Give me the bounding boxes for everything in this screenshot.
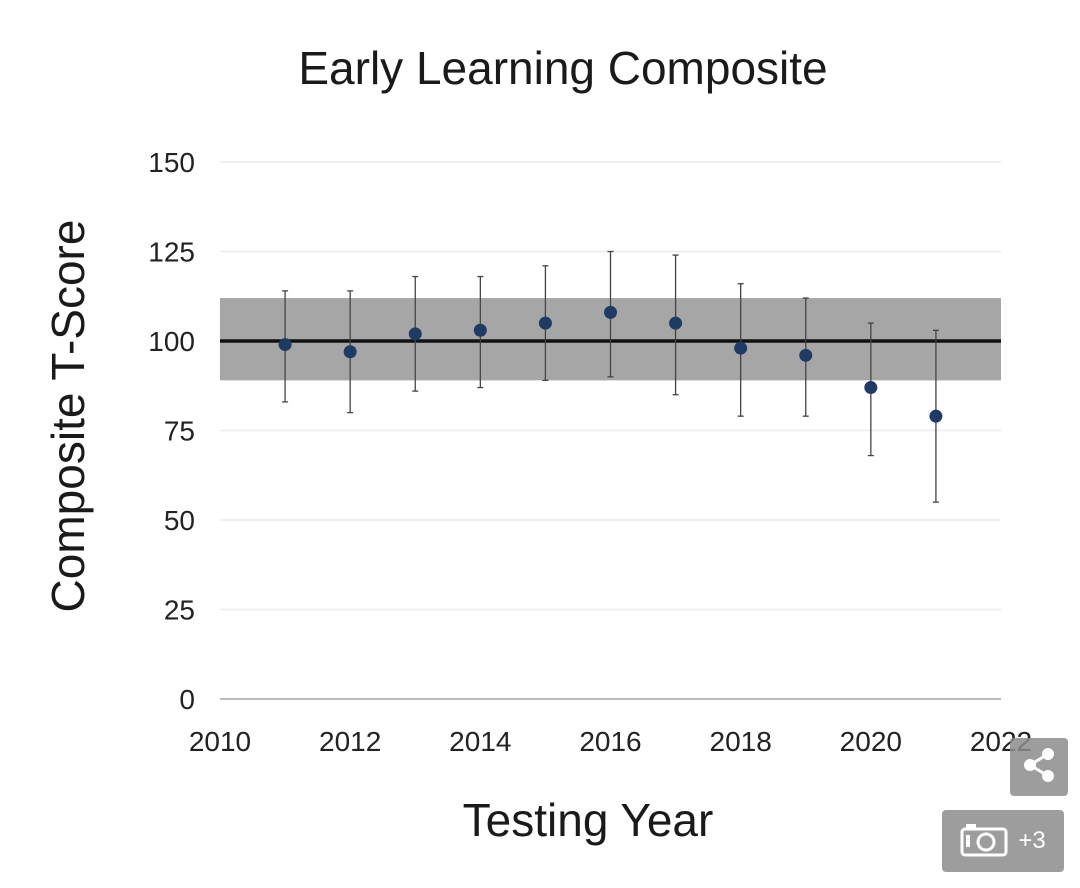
data-point xyxy=(538,316,552,330)
y-tick-label: 25 xyxy=(164,595,195,626)
share-icon xyxy=(1019,745,1059,790)
data-point xyxy=(343,345,357,359)
y-tick-label: 75 xyxy=(164,416,195,447)
chart-title: Early Learning Composite xyxy=(298,42,827,94)
x-tick-label: 2010 xyxy=(189,726,251,757)
x-tick-labels: 2010 2012 2014 2016 2018 2020 2022 xyxy=(189,726,1032,757)
data-point xyxy=(604,305,617,319)
data-point xyxy=(929,409,943,423)
y-tick-label: 50 xyxy=(164,505,195,536)
data-point xyxy=(473,323,487,337)
y-tick-label: 0 xyxy=(179,684,195,715)
x-axis-title: Testing Year xyxy=(463,794,714,846)
y-axis-title: Composite T-Score xyxy=(42,220,94,613)
y-tick-labels: 0 25 50 75 100 125 150 xyxy=(148,147,195,715)
x-tick-label: 2012 xyxy=(319,726,381,757)
gallery-count: +3 xyxy=(1018,827,1046,854)
gallery-button[interactable]: +3 xyxy=(942,810,1064,872)
data-points xyxy=(278,305,943,423)
data-point xyxy=(408,327,422,341)
y-tick-label: 100 xyxy=(148,326,195,357)
camera-icon xyxy=(960,821,1008,862)
y-tick-label: 125 xyxy=(148,237,195,268)
x-tick-label: 2020 xyxy=(840,726,902,757)
data-point xyxy=(669,316,683,330)
x-tick-label: 2018 xyxy=(710,726,772,757)
data-point xyxy=(799,348,813,362)
data-point xyxy=(734,341,748,355)
grid-lines xyxy=(220,161,1001,700)
x-tick-label: 2016 xyxy=(579,726,641,757)
data-point xyxy=(864,381,878,395)
share-button[interactable] xyxy=(1010,738,1068,796)
data-point xyxy=(278,338,292,352)
x-tick-label: 2014 xyxy=(449,726,511,757)
y-tick-label: 150 xyxy=(148,147,195,178)
